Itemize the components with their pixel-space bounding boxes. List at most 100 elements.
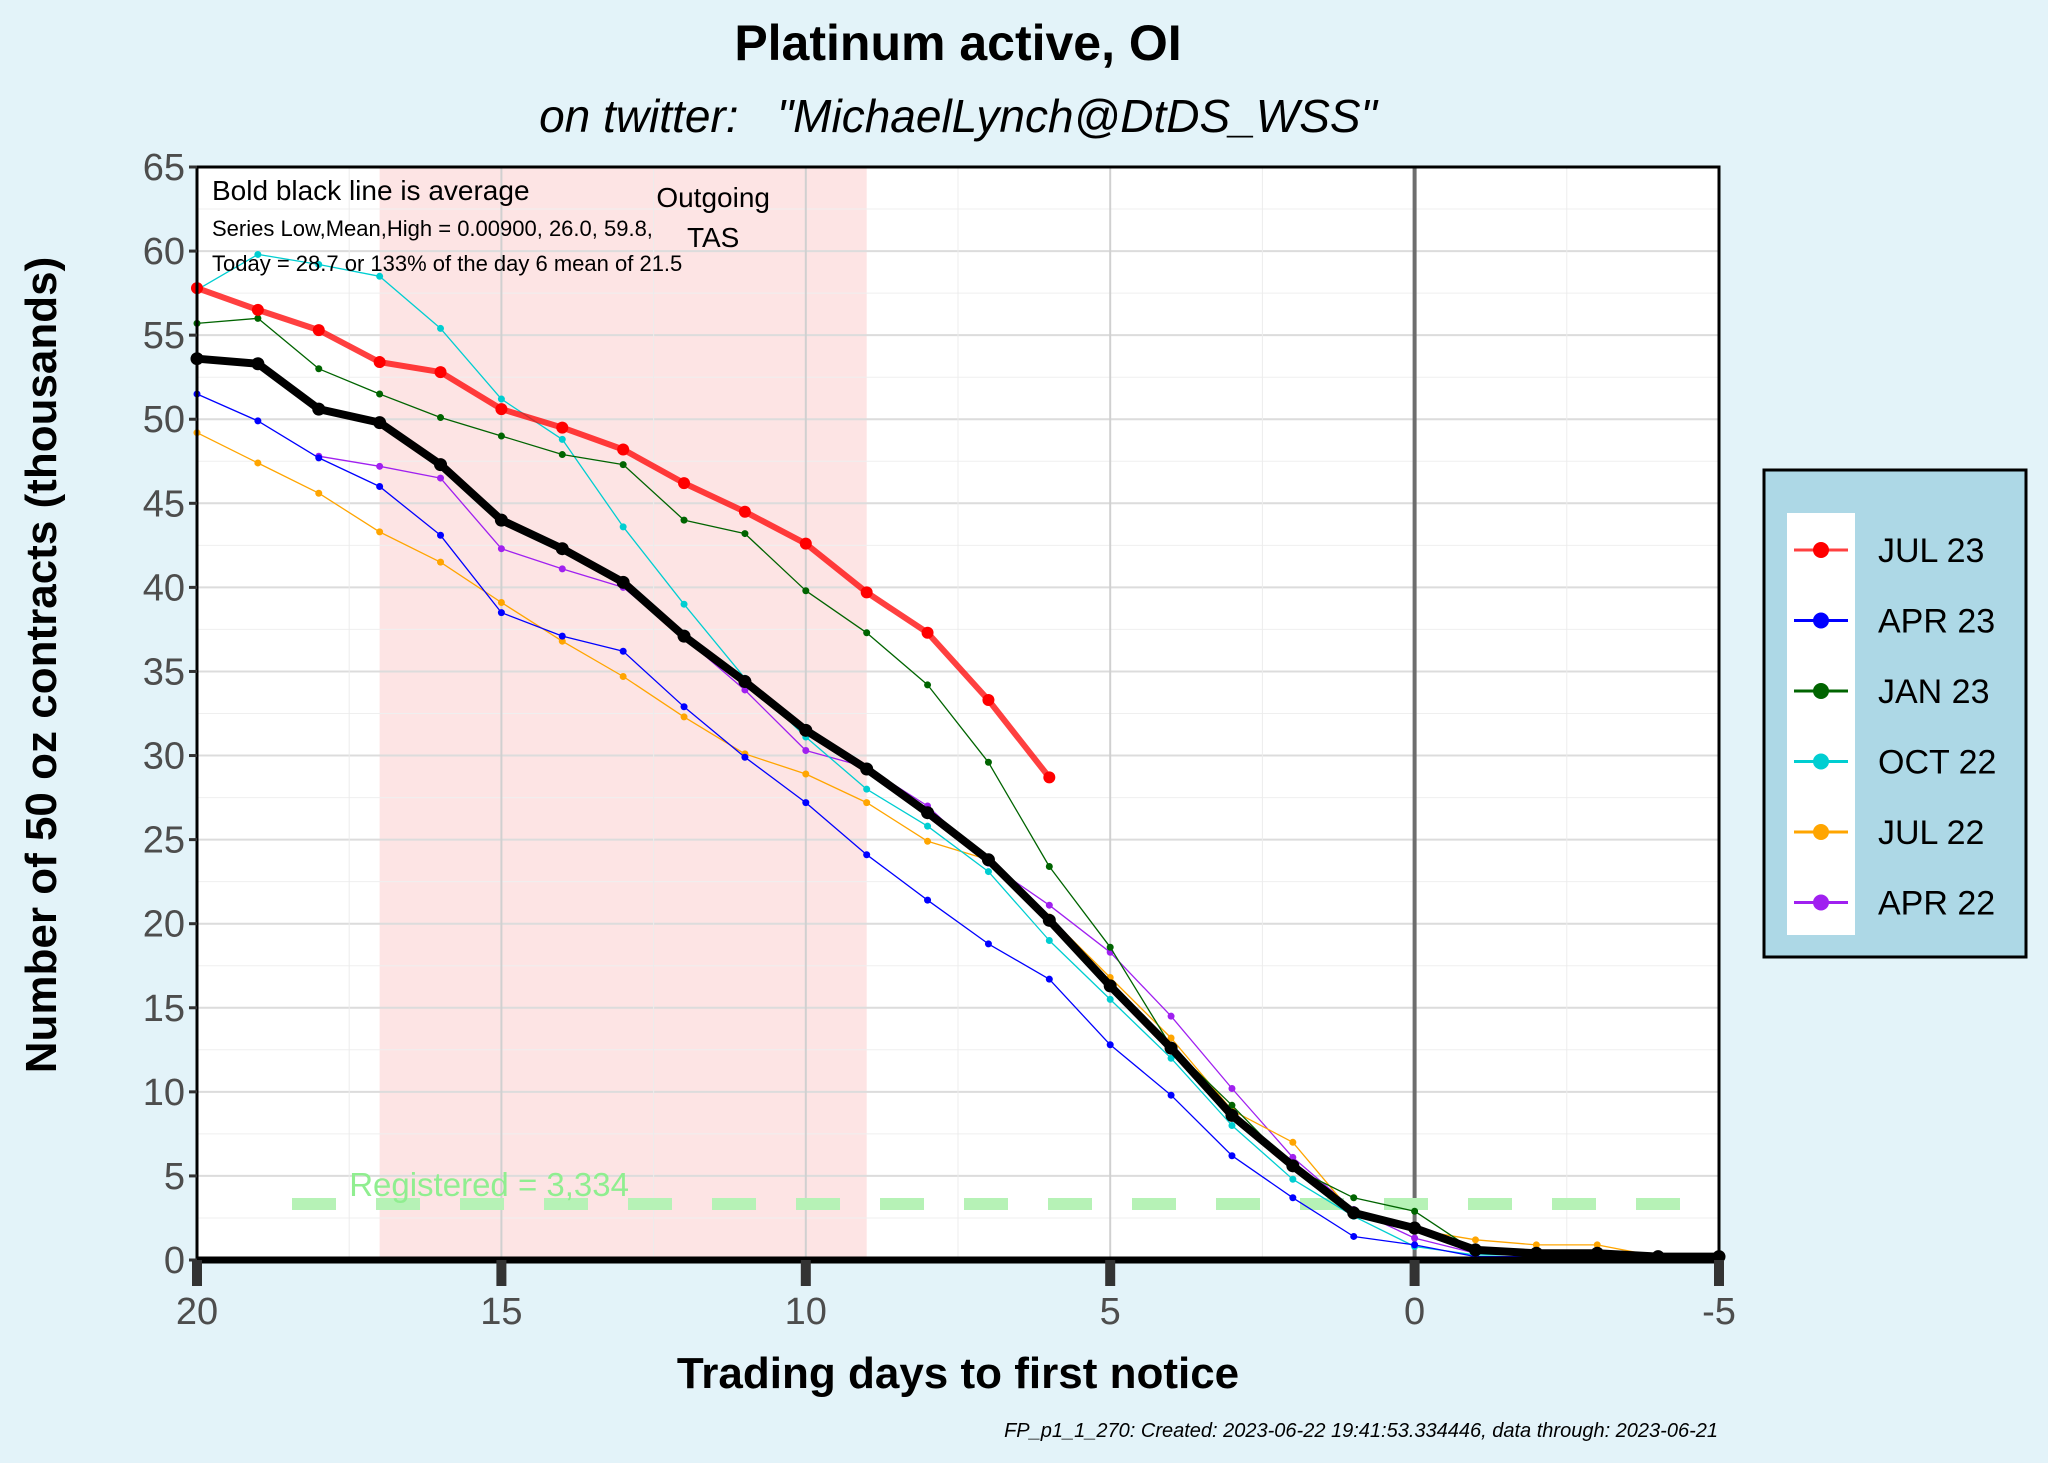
data-point-oct-22: [1106, 995, 1114, 1003]
y-tick-label: 60: [143, 231, 185, 273]
data-point-jan-23: [680, 516, 688, 524]
y-tick-label: 15: [143, 988, 185, 1030]
legend-item-apr-22: APR 22: [1794, 885, 1995, 923]
data-point-jul-23: [982, 694, 995, 707]
data-point-oct-22: [984, 868, 992, 876]
data-point-average: [494, 513, 508, 527]
data-point-jul-22: [315, 489, 323, 497]
data-point-jan-23: [741, 530, 749, 538]
data-point-jul-23: [860, 586, 873, 599]
data-point-apr-23: [619, 647, 627, 655]
series-jul-23: [191, 282, 1056, 784]
y-tick-label: 50: [143, 399, 185, 441]
data-point-apr-22: [1289, 1153, 1297, 1161]
note-stats: Series Low,Mean,High = 0.00900, 26.0, 59…: [212, 216, 653, 241]
data-point-jul-22: [1532, 1241, 1540, 1249]
data-point-apr-22: [558, 565, 566, 573]
data-point-average: [738, 675, 752, 689]
data-point-oct-22: [863, 785, 871, 793]
data-point-apr-22: [741, 686, 749, 694]
data-point-jul-23: [678, 477, 691, 490]
series-jan-23: [193, 314, 1662, 1259]
x-axis-ticks: 20 15 10 5 0 -5: [176, 1260, 1736, 1333]
data-point-apr-23: [863, 851, 871, 859]
legend-key-point: [1813, 612, 1829, 629]
legend-item-jan-23: JAN 23: [1794, 673, 1990, 711]
data-point-oct-22: [315, 261, 323, 269]
data-point-jan-23: [558, 451, 566, 459]
data-point-jul-23: [738, 505, 751, 518]
x-tick-label: 5: [1100, 1291, 1121, 1333]
data-point-jul-23: [556, 421, 569, 434]
legend-label: APR 22: [1878, 885, 1995, 923]
data-point-average: [1103, 979, 1117, 993]
data-point-jan-23: [1106, 943, 1114, 951]
data-point-jan-23: [437, 414, 445, 422]
data-point-jul-23: [1043, 771, 1056, 784]
data-point-jan-23: [497, 432, 505, 440]
legend-keys-background: [1787, 513, 1855, 935]
data-point-average: [921, 806, 935, 820]
footer-caption: FP_p1_1_270: Created: 2023-06-22 19:41:5…: [1004, 1420, 1718, 1442]
data-point-average: [251, 357, 265, 371]
data-point-jan-23: [802, 587, 810, 595]
data-point-jan-23: [1350, 1194, 1358, 1202]
data-point-jan-23: [863, 629, 871, 637]
legend-key-point: [1813, 753, 1829, 770]
legend: JUL 23 APR 23 JAN 23 OCT 22 JUL 22 APR 22: [1762, 468, 2028, 959]
y-tick-label: 10: [143, 1072, 185, 1114]
data-point-oct-22: [924, 822, 932, 830]
data-point-apr-23: [1350, 1232, 1358, 1240]
x-tick-mark: [496, 1260, 507, 1286]
series-layer: [190, 250, 1726, 1264]
data-point-jul-23: [495, 403, 508, 416]
legend-label: JUL 22: [1878, 814, 1984, 852]
data-point-average: [677, 629, 691, 643]
data-point-jul-22: [1289, 1138, 1297, 1146]
data-point-jan-23: [254, 314, 262, 322]
chart-title: Platinum active, OI: [734, 15, 1181, 71]
data-point-jul-23: [312, 324, 325, 337]
data-point-jul-22: [802, 770, 810, 778]
data-point-apr-23: [802, 799, 810, 807]
y-axis-ticks: 0 5 10 15 20 25 30 35 40 45 50 55 60 65: [143, 147, 197, 1282]
legend-key-point: [1813, 824, 1829, 840]
note-average: Bold black line is average: [212, 175, 530, 206]
data-point-average: [1408, 1221, 1422, 1235]
data-point-average: [373, 416, 387, 430]
x-tick-label: -5: [1702, 1291, 1736, 1333]
data-point-average: [434, 458, 448, 472]
data-point-apr-23: [1289, 1194, 1297, 1202]
data-point-jul-22: [924, 837, 932, 845]
data-point-oct-22: [437, 324, 445, 332]
legend-items: JUL 23 APR 23 JAN 23 OCT 22 JUL 22 APR 22: [1794, 532, 1996, 923]
data-point-average: [1286, 1159, 1300, 1173]
data-point-average: [1164, 1041, 1178, 1055]
series-line-average: [193, 354, 1723, 1261]
data-point-jul-22: [1471, 1236, 1479, 1244]
data-point-jul-23: [617, 443, 630, 456]
data-point-jan-23: [1411, 1207, 1419, 1215]
data-point-oct-22: [1167, 1054, 1175, 1062]
tas-label-outgoing: Outgoing: [656, 182, 770, 213]
legend-label: OCT 22: [1878, 744, 1996, 782]
data-point-apr-23: [1045, 975, 1053, 983]
data-point-average: [555, 542, 569, 556]
x-tick-label: 10: [785, 1291, 827, 1333]
data-point-average: [312, 402, 326, 416]
data-point-oct-22: [1228, 1121, 1236, 1129]
legend-key-point: [1813, 894, 1829, 911]
data-point-average: [1042, 913, 1056, 927]
data-point-apr-23: [1411, 1241, 1419, 1249]
data-point-oct-22: [254, 250, 262, 258]
data-point-jan-23: [376, 390, 384, 398]
y-tick-label: 35: [143, 651, 185, 693]
data-point-average: [860, 762, 874, 776]
data-point-oct-22: [497, 395, 505, 403]
data-point-jul-22: [1593, 1241, 1601, 1249]
y-tick-label: 30: [143, 736, 185, 778]
y-tick-label: 0: [164, 1240, 185, 1282]
data-point-apr-22: [437, 474, 445, 482]
legend-key-point: [1813, 542, 1829, 558]
data-point-apr-22: [1411, 1234, 1419, 1242]
